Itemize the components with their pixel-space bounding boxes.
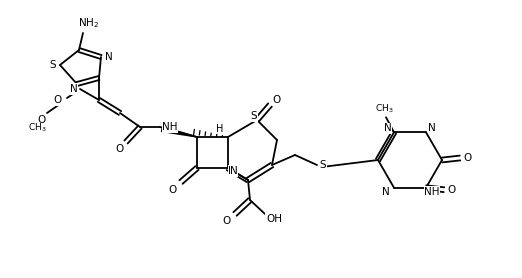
Text: O: O xyxy=(53,95,61,105)
Text: S: S xyxy=(319,160,326,170)
Text: NH$_2$: NH$_2$ xyxy=(78,16,100,30)
Text: NH: NH xyxy=(162,122,178,132)
Text: NH: NH xyxy=(424,187,440,197)
Text: O: O xyxy=(37,115,45,125)
Text: O: O xyxy=(169,185,177,195)
Text: N: N xyxy=(70,84,78,94)
Text: N: N xyxy=(105,52,113,62)
Polygon shape xyxy=(161,126,197,137)
Text: N: N xyxy=(428,123,436,133)
Text: O: O xyxy=(223,216,231,226)
Text: O: O xyxy=(273,95,281,105)
Text: N: N xyxy=(228,166,236,176)
Text: CH$_3$: CH$_3$ xyxy=(375,102,393,115)
Text: O: O xyxy=(448,185,456,195)
Text: O: O xyxy=(115,144,123,154)
Text: H: H xyxy=(216,124,224,134)
Text: N: N xyxy=(382,187,390,197)
Text: N: N xyxy=(384,123,392,133)
Text: CH$_3$: CH$_3$ xyxy=(28,122,46,134)
Text: S: S xyxy=(251,111,257,121)
Text: OH: OH xyxy=(266,214,282,224)
Text: S: S xyxy=(50,60,56,70)
Text: N: N xyxy=(230,166,238,176)
Text: O: O xyxy=(464,153,472,163)
